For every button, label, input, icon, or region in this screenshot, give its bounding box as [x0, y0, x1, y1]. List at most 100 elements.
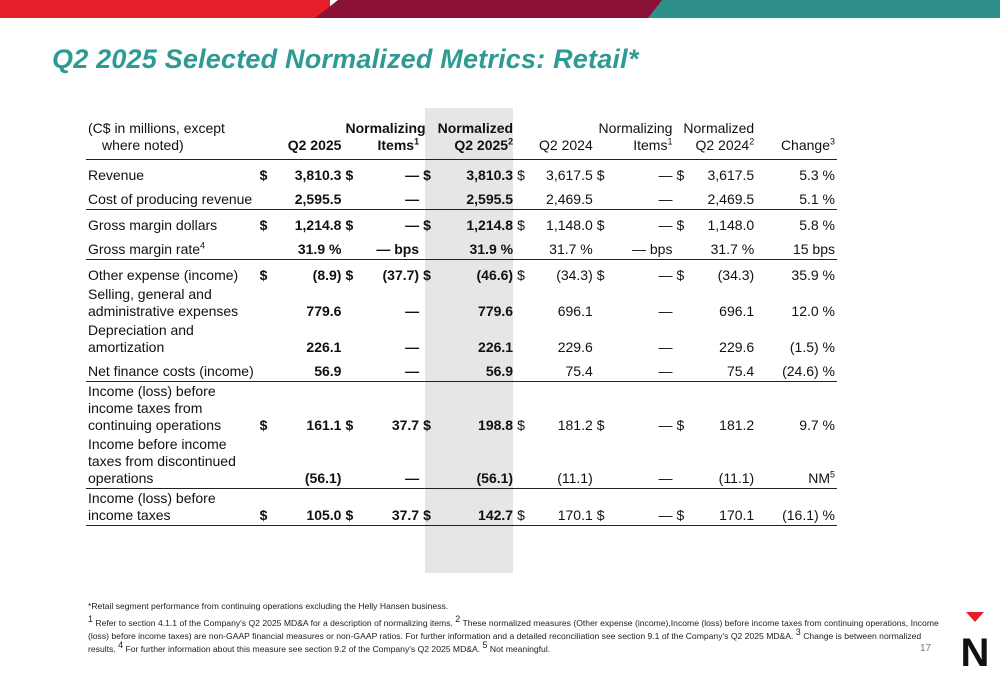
- top-color-bar: [0, 0, 1000, 18]
- table-row: Income (loss) before income taxes $105.0 $…: [86, 488, 837, 526]
- cell-q2-2025: 1,214.8: [294, 216, 342, 233]
- cell-change: 5.3 %: [799, 166, 835, 183]
- cell-q2-2025: 2,595.5: [273, 184, 344, 210]
- cell-normalized-2024: 181.2: [719, 417, 755, 433]
- table-row: Gross margin rate4 31.9 % — bps 31.9 % 31.7 …: [86, 234, 837, 260]
- cell-normalized-2024: 75.4: [690, 356, 757, 382]
- currency-symbol: $: [517, 216, 525, 233]
- cell-norm: (37.7): [382, 266, 420, 283]
- currency-symbol: [343, 285, 359, 321]
- currency-symbol: [343, 234, 360, 260]
- cell-change: 5.8 %: [799, 216, 835, 233]
- currency-symbol: $: [345, 216, 354, 233]
- header-normalized-q2-2025: Normalized Q2 20252: [437, 120, 514, 153]
- cell-q2-2024: (11.1): [531, 435, 595, 489]
- currency-symbol: $: [345, 266, 354, 283]
- cell-normalized-2024: 1,148.0: [707, 216, 755, 233]
- currency-symbol: [515, 435, 532, 489]
- table-body: Revenue $3,810.3 $ — $3,810.3 $3,617.5 $ — $3,61…: [86, 160, 837, 526]
- table-row: Revenue $3,810.3 $ — $3,810.3 $3,617.5 $ — $3,61…: [86, 160, 837, 185]
- currency-symbol: [257, 435, 274, 489]
- top-bar-maroon-segment: [315, 0, 680, 18]
- top-bar-teal-segment: [648, 0, 1000, 18]
- cell-q2-2024: 181.2: [557, 417, 593, 433]
- currency-symbol: $: [257, 488, 274, 526]
- currency-symbol: [343, 435, 360, 489]
- cell-q2-2025: 779.6: [306, 302, 342, 319]
- cell-norm: —: [359, 435, 422, 489]
- currency-symbol: [515, 356, 532, 382]
- currency-symbol: [343, 184, 360, 210]
- currency-symbol: $: [676, 166, 685, 183]
- header-q2-2024: Q2 2024: [539, 137, 593, 153]
- top-bar-red-segment: [0, 0, 330, 18]
- currency-symbol: $: [676, 266, 685, 283]
- currency-symbol: [258, 285, 274, 321]
- cell-normalized-2025: 3,810.3: [466, 166, 514, 183]
- currency-symbol: [421, 285, 437, 321]
- currency-symbol: [421, 356, 438, 382]
- currency-symbol: $: [259, 266, 268, 283]
- cell-normalized-2025: 31.9 %: [437, 234, 516, 260]
- currency-symbol: [421, 184, 438, 210]
- cell-norm-2024: —: [658, 338, 673, 355]
- currency-symbol: [421, 435, 438, 489]
- cell-q2-2024: 170.1: [531, 488, 595, 526]
- header-q2-2025: Q2 2025: [287, 137, 342, 153]
- cell-normalized-2024: (11.1): [690, 435, 757, 489]
- currency-symbol: $: [423, 216, 431, 233]
- table-row: Gross margin dollars $1,214.8 $ — $1,214.8 $1…: [86, 210, 837, 235]
- currency-symbol: $: [345, 166, 354, 183]
- row-label: Depreciation and amortization: [88, 321, 194, 355]
- table-row: Income before income taxes from disconti…: [86, 435, 837, 489]
- currency-symbol: [595, 321, 611, 357]
- svg-text:N: N: [961, 631, 990, 668]
- currency-symbol: [674, 356, 691, 382]
- currency-symbol: $: [674, 488, 691, 526]
- table-row: Cost of producing revenue 2,595.5 — 2,595.5…: [86, 184, 837, 210]
- currency-symbol: $: [517, 266, 525, 283]
- currency-symbol: $: [676, 417, 685, 433]
- cell-change: 35.9 %: [791, 266, 835, 283]
- currency-symbol: [595, 285, 611, 321]
- cell-normalized-2024: 229.6: [719, 338, 755, 355]
- cell-q2-2025: 105.0: [273, 488, 344, 526]
- cell-normalized-2025: (46.6): [476, 266, 514, 283]
- currency-symbol: $: [343, 488, 360, 526]
- currency-symbol: $: [423, 266, 431, 283]
- cell-norm: —: [405, 166, 420, 183]
- cell-change: 9.7 %: [799, 417, 835, 433]
- currency-symbol: $: [596, 216, 605, 233]
- cell-normalized-2025: 198.8: [478, 417, 514, 433]
- currency-symbol: [674, 184, 691, 210]
- cell-norm: —: [359, 184, 422, 210]
- cell-norm: —: [359, 356, 422, 382]
- table-row: Other expense (income) $ (8.9) $ (37.7) $ (46.…: [86, 260, 837, 285]
- cell-change: (16.1) %: [756, 488, 837, 526]
- currency-symbol: $: [515, 488, 532, 526]
- cell-norm-2024: —: [611, 488, 675, 526]
- cell-q2-2025: 226.1: [306, 338, 342, 355]
- cell-normalized-2025: 56.9: [437, 356, 516, 382]
- currency-symbol: [674, 234, 691, 260]
- currency-symbol: [674, 435, 691, 489]
- cell-norm-2024: —: [658, 266, 673, 283]
- table-row: Income (loss) before income taxes from c…: [86, 382, 837, 436]
- currency-symbol: [674, 321, 690, 357]
- cell-change: (24.6) %: [756, 356, 837, 382]
- currency-symbol: [674, 285, 690, 321]
- currency-symbol: $: [421, 488, 438, 526]
- cell-q2-2024: 3,617.5: [546, 166, 593, 183]
- currency-symbol: $: [517, 166, 525, 183]
- currency-symbol: $: [345, 417, 354, 433]
- cell-norm: —: [405, 338, 420, 355]
- cell-normalized-2025: 2,595.5: [437, 184, 516, 210]
- cell-q2-2024: 31.7 %: [531, 234, 595, 260]
- canadian-tire-n-logo-icon: N: [961, 612, 990, 668]
- row-label: Income (loss) before income taxes: [86, 488, 258, 526]
- cell-change: 12.0 %: [791, 302, 835, 319]
- currency-symbol: [515, 321, 531, 357]
- cell-norm-2024: —: [611, 356, 675, 382]
- footnotes: 1 Refer to section 4.1.1 of the Company'…: [88, 614, 939, 654]
- header-change: Change3: [780, 136, 835, 153]
